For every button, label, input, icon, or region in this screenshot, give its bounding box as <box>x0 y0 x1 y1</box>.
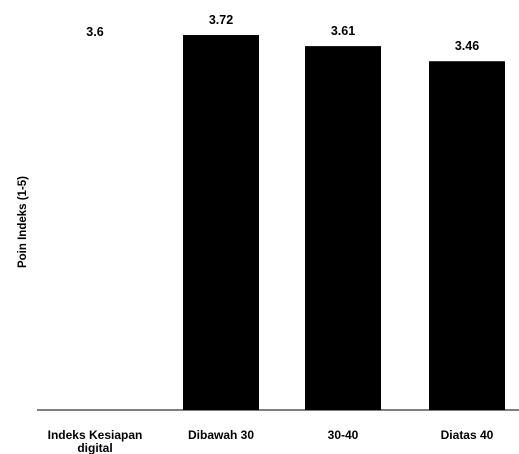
data-label-4: 3.46 <box>455 39 479 53</box>
y-axis-label: Poin Indeks (1-5) <box>17 176 29 268</box>
bar-3 <box>305 46 381 410</box>
data-label-1: 3.6 <box>86 25 103 39</box>
bar-2 <box>183 35 259 411</box>
x-tick-label-3: 30-40 <box>328 428 359 442</box>
data-label-3: 3.61 <box>331 24 355 38</box>
x-tick-label-1: Indeks Kesiapan digital <box>48 428 143 454</box>
bar-4 <box>429 61 505 411</box>
data-label-2: 3.72 <box>209 13 233 27</box>
x-tick-label-2: Dibawah 30 <box>188 428 254 442</box>
x-tick-label-4: Diatas 40 <box>441 428 494 442</box>
